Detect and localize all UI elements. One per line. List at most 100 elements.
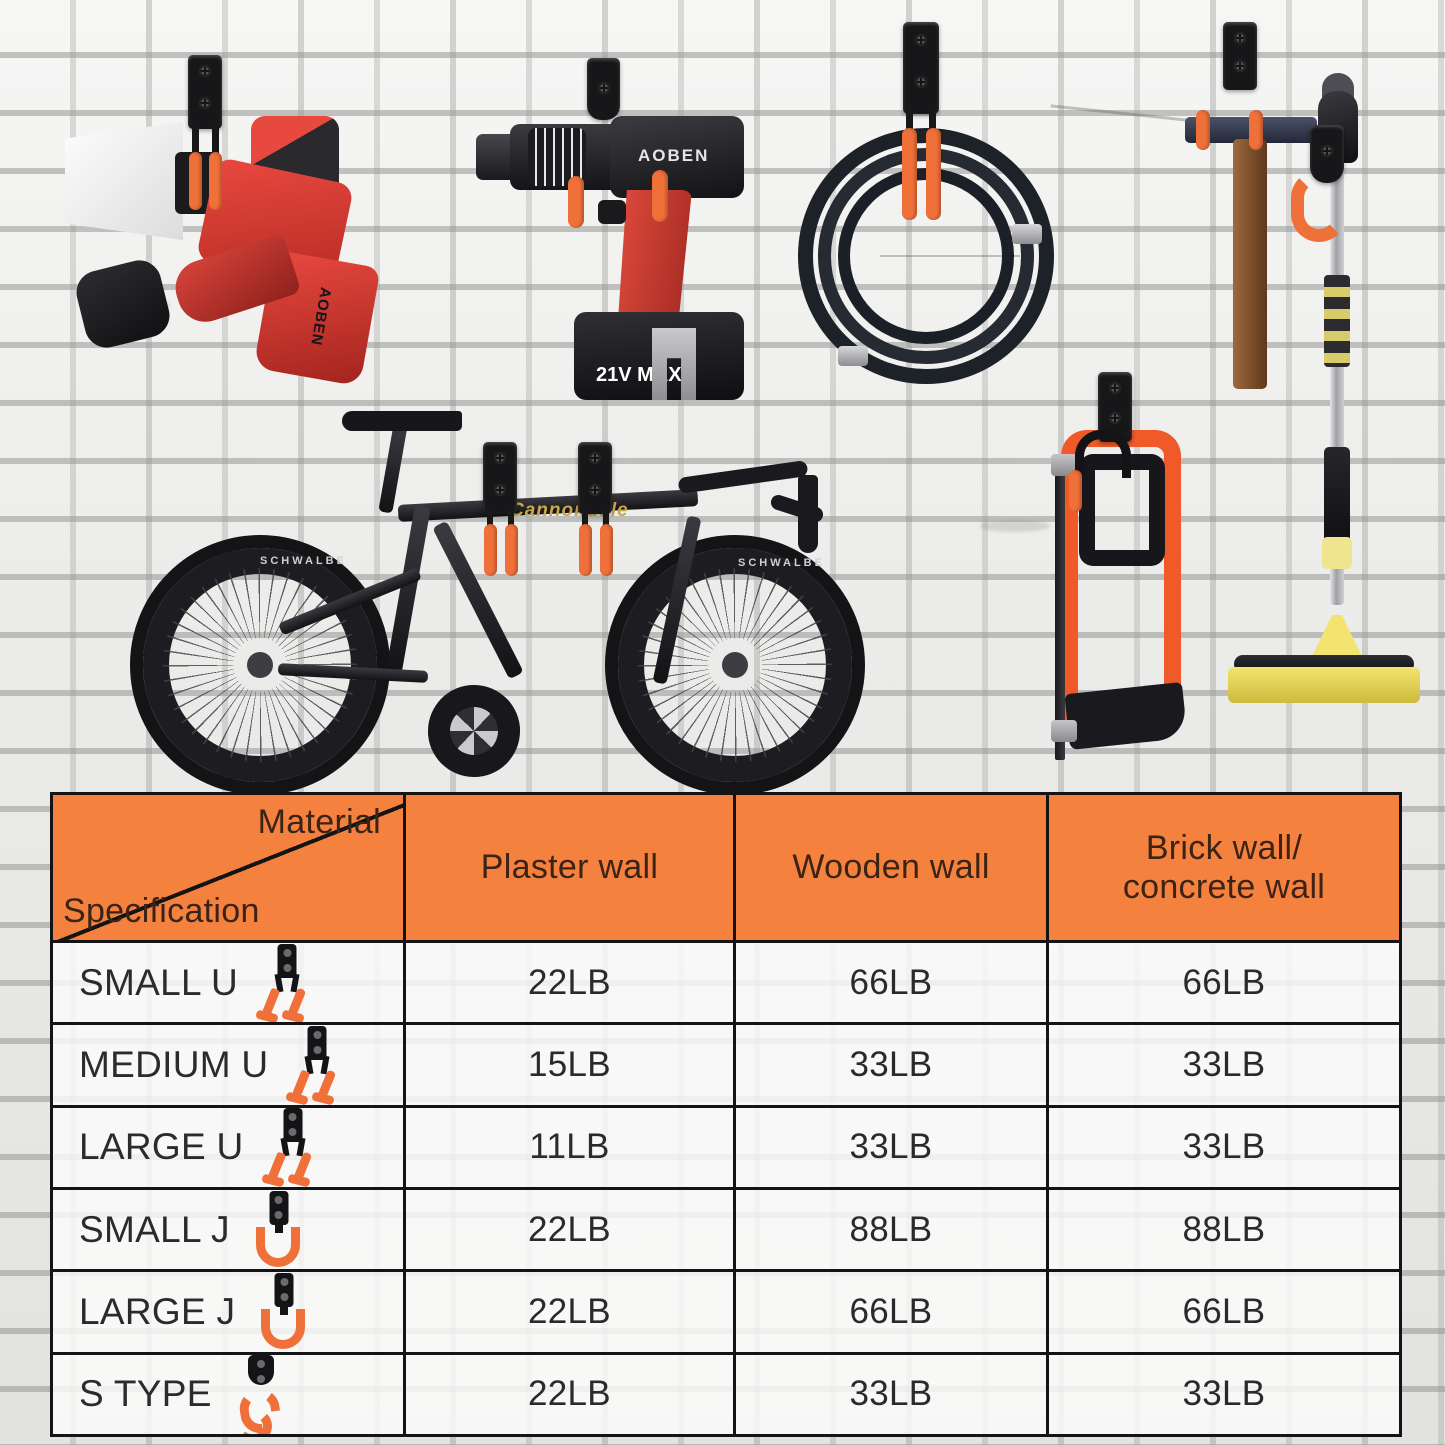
cell-wooden: 33LB: [733, 1354, 1046, 1434]
material-label: Material: [257, 803, 381, 841]
row-spec-cell: LARGE U: [53, 1107, 403, 1187]
table-header-row: Material Specification Plaster wall Wood…: [53, 795, 1399, 940]
hammer-hook-sleeve-right: [1249, 110, 1263, 150]
hose-hook-arm-left: [906, 106, 913, 138]
sprayer-hook-sleeve-right: [209, 152, 222, 210]
product-cordless-drill: AOBEN 21V MAX: [476, 50, 840, 410]
cell-plaster: 22LB: [403, 943, 733, 1023]
u-hook-icon: [282, 1025, 352, 1105]
j-hook-icon: [249, 1272, 319, 1351]
drill-trigger: [598, 200, 626, 224]
hose-hook-sleeve-left: [902, 128, 917, 220]
specification-table: Material Specification Plaster wall Wood…: [50, 792, 1402, 1437]
table-row: SMALL J 22LB 88LB 88LB: [53, 1186, 1399, 1270]
table-row: MEDIUM U 15LB 33LB 33LB: [53, 1022, 1399, 1105]
hose-coupler-2: [838, 346, 868, 366]
hacksaw-blade-mount-bottom: [1051, 720, 1077, 742]
cell-wooden: 66LB: [733, 1272, 1046, 1352]
sprayer-hook-bracket: [188, 55, 222, 129]
hose-hook-bracket: [903, 22, 939, 114]
product-squeegee-mop: [1228, 55, 1445, 735]
cell-brick: 33LB: [1046, 1354, 1399, 1434]
table-row: LARGE J 22LB 66LB 66LB: [53, 1269, 1399, 1352]
drill-brand-label: AOBEN: [638, 146, 710, 165]
bike-tire-brand-front: SCHWALBE: [738, 557, 825, 569]
bike-hook-2-sleeve-left: [579, 524, 592, 576]
mop-lower-grip: [1324, 447, 1350, 543]
bike-hook-1-bracket: [483, 442, 517, 514]
header-brick-line2: concrete wall: [1122, 867, 1326, 906]
u-hook-icon: [258, 1108, 328, 1187]
row-spec-cell: SMALL J: [53, 1189, 403, 1270]
bike-front-wheel: [605, 535, 865, 795]
cell-brick: 66LB: [1046, 943, 1399, 1023]
cell-plaster: 15LB: [403, 1025, 733, 1105]
header-wooden-wall: Wooden wall: [733, 795, 1046, 940]
bike-tire-brand-rear: SCHWALBE: [260, 555, 347, 567]
mop-squeegee-head: [1228, 667, 1420, 703]
wall-grime: [980, 520, 1050, 532]
hacksaw-blade: [1055, 468, 1065, 760]
cell-brick: 33LB: [1046, 1025, 1399, 1105]
bike-hook-1-sleeve-right: [505, 524, 518, 576]
hacksaw-hook-sleeve: [1069, 470, 1082, 512]
bike-seat-post: [378, 422, 408, 514]
bike-hook-2-arm-right: [603, 508, 609, 532]
hose-hook-arm-right: [929, 106, 936, 138]
j-hook-icon: [244, 1190, 314, 1269]
bike-rear-wheel: [130, 535, 390, 795]
specification-label: Specification: [63, 891, 260, 930]
drill-hook-bracket: [587, 58, 620, 120]
hose-hook-sleeve-right: [926, 128, 941, 220]
hacksaw-hook-arc: [1075, 430, 1131, 478]
cell-plaster: 22LB: [403, 1354, 733, 1434]
cell-plaster: 11LB: [403, 1107, 733, 1187]
sprayer-battery: [71, 255, 175, 353]
spec-name: SMALL J: [79, 1208, 230, 1250]
diagonal-divider: [53, 795, 403, 940]
row-spec-cell: SMALL U: [53, 943, 403, 1023]
bike-hook-1-sleeve-left: [484, 524, 497, 576]
table-row: S TYPE 22LB 33LB 33LB: [53, 1351, 1399, 1434]
header-plaster-wall: Plaster wall: [403, 795, 733, 940]
drill-battery-label: 21V MAX: [596, 364, 682, 386]
header-brick-line1: Brick wall/: [1145, 829, 1303, 868]
bike-hook-2-sleeve-right: [600, 524, 613, 576]
table-row: LARGE U 11LB 33LB 33LB: [53, 1104, 1399, 1187]
hacksaw-lower-grip: [1064, 681, 1188, 751]
drill-hook-sleeve-left: [568, 176, 584, 228]
product-road-bicycle: SCHWALBE SCHWALBE Cannondale: [110, 405, 940, 805]
spec-name: LARGE U: [79, 1126, 244, 1168]
cell-wooden: 33LB: [733, 1107, 1046, 1187]
bike-chainring: [428, 685, 520, 777]
cell-brick: 33LB: [1046, 1107, 1399, 1187]
sprayer-hook-arm-left: [192, 122, 199, 160]
bike-stem: [677, 460, 809, 494]
bike-saddle: [342, 411, 462, 431]
cell-wooden: 66LB: [733, 943, 1046, 1023]
sprayer-hook-arm-right: [212, 122, 219, 160]
hammer-hook-sleeve-left: [1196, 110, 1210, 150]
bike-hook-2-arm-left: [582, 508, 588, 532]
cell-brick: 66LB: [1046, 1272, 1399, 1352]
mop-collar: [1322, 537, 1352, 569]
sprayer-paint-cup: [65, 122, 183, 240]
table-row: SMALL U 22LB 66LB 66LB: [53, 940, 1399, 1023]
bike-hook-1-arm-left: [487, 508, 493, 532]
row-spec-cell: MEDIUM U: [53, 1025, 403, 1105]
sprayer-hook-sleeve-left: [189, 152, 202, 210]
spec-name: LARGE J: [79, 1290, 236, 1332]
u-hook-icon: [252, 943, 322, 1023]
row-spec-cell: S TYPE: [53, 1354, 403, 1434]
bike-hook-1-arm-right: [508, 508, 514, 532]
s-hook-icon: [226, 1355, 296, 1434]
header-brick-wall: Brick wall/ concrete wall: [1046, 795, 1399, 940]
hammer-handle: [1233, 139, 1267, 389]
cell-plaster: 22LB: [403, 1189, 733, 1270]
row-spec-cell: LARGE J: [53, 1272, 403, 1352]
mop-s-hook-curve: [1291, 170, 1347, 242]
cell-wooden: 88LB: [733, 1189, 1046, 1270]
spec-name: S TYPE: [79, 1373, 212, 1415]
drill-head: [610, 116, 744, 198]
cell-plaster: 22LB: [403, 1272, 733, 1352]
